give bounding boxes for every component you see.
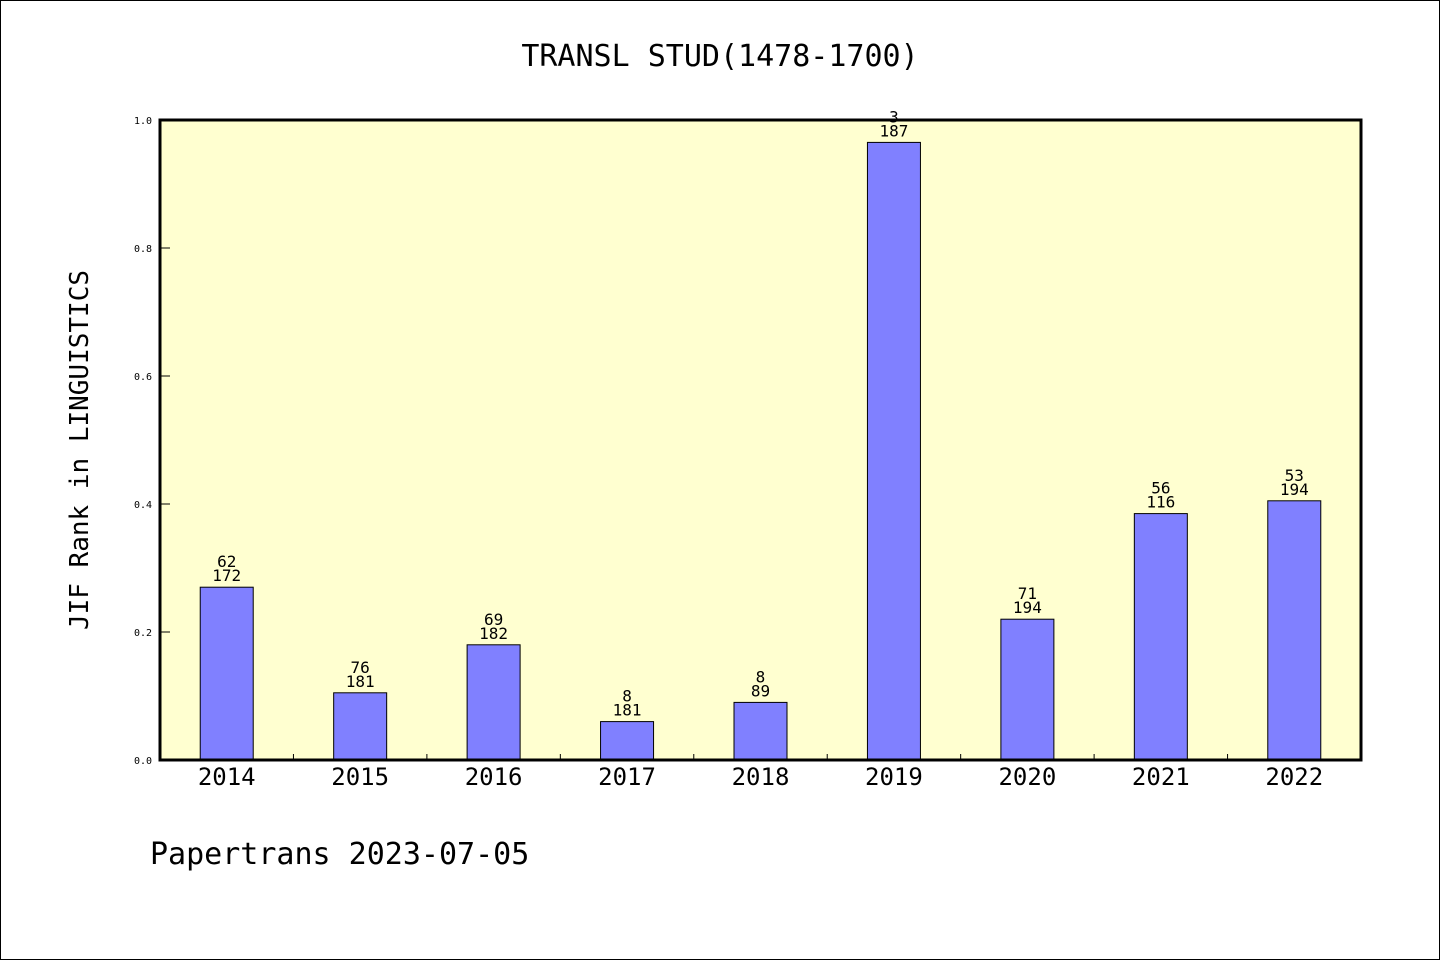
- y-tick-label: 0.4: [134, 500, 152, 511]
- bar-2022: [1267, 500, 1322, 761]
- footer-credit: Papertrans 2023-07-05: [150, 837, 529, 872]
- bars-group: [199, 141, 1322, 761]
- bar-2016: [466, 644, 521, 761]
- data-label-rank: 56: [1151, 479, 1170, 498]
- y-tick-label: 0.2: [134, 628, 152, 639]
- x-tick-label: 2022: [1265, 763, 1323, 791]
- data-label-rank: 8: [756, 667, 766, 686]
- data-label-rank: 76: [351, 658, 370, 677]
- data-label-total: 194: [1013, 598, 1042, 617]
- data-labels-group: 6217276181691828181889318771194561165319…: [212, 107, 1308, 719]
- bar-2021: [1133, 513, 1188, 761]
- data-label-rank: 71: [1018, 584, 1037, 603]
- x-tick-label: 2019: [865, 763, 923, 791]
- x-tick-label: 2018: [732, 763, 790, 791]
- data-label-total: 181: [613, 701, 642, 720]
- bar-2020: [1000, 618, 1055, 761]
- chart-title: TRANSL STUD(1478-1700): [521, 39, 918, 74]
- bar-2015: [333, 692, 388, 761]
- x-ticks-group: 2014 2015 2016 2017 2018 2019 2020 2021 2022: [198, 754, 1323, 791]
- bar-2019: [866, 141, 921, 761]
- data-label-rank: 3: [889, 107, 899, 126]
- x-tick-label: 2014: [198, 763, 256, 791]
- data-label-rank: 53: [1285, 466, 1304, 485]
- data-label-total: 172: [212, 566, 241, 585]
- y-tick-label: 1.0: [134, 116, 152, 127]
- data-label-total: 194: [1280, 480, 1309, 499]
- y-axis-label: JIF Rank in LINGUISTICS: [65, 270, 95, 630]
- x-tick-label: 2016: [465, 763, 523, 791]
- y-tick-label: 0.6: [134, 372, 152, 383]
- y-tick-label: 0.0: [134, 756, 152, 767]
- data-label-total: 187: [879, 121, 908, 140]
- x-tick-label: 2017: [598, 763, 656, 791]
- data-label-total: 116: [1146, 493, 1175, 512]
- x-tick-label: 2015: [331, 763, 389, 791]
- data-label-rank: 69: [484, 610, 503, 629]
- bar-2017: [600, 721, 655, 761]
- data-label-rank: 8: [622, 687, 632, 706]
- x-tick-label: 2021: [1132, 763, 1190, 791]
- data-label-total: 89: [751, 681, 770, 700]
- y-tick-label: 0.8: [134, 244, 152, 255]
- data-label-rank: 62: [217, 552, 236, 571]
- x-tick-label: 2020: [998, 763, 1056, 791]
- plot-border: [158, 118, 1363, 762]
- data-label-total: 181: [346, 672, 375, 691]
- data-label-total: 182: [479, 624, 508, 643]
- bar-2014: [199, 586, 254, 761]
- bar-2018: [733, 701, 788, 761]
